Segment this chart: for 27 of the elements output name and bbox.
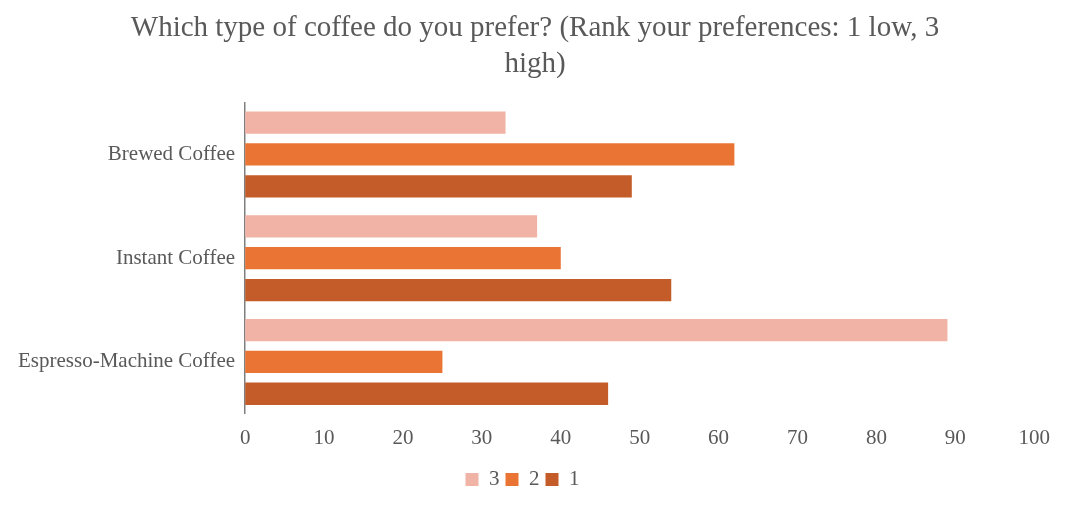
bar: [245, 278, 672, 302]
bar: [245, 143, 735, 166]
legend-label: 3: [489, 466, 500, 491]
legend-label: 1: [569, 466, 580, 491]
bar: [245, 215, 538, 238]
bar: [245, 247, 561, 270]
x-tick-label: 90: [944, 424, 966, 449]
x-tick-label: 80: [865, 424, 887, 449]
bar: [245, 111, 506, 134]
x-tick-label: 20: [392, 424, 414, 449]
chart-title: Which type of coffee do you prefer? (Rank your preferences: 1 low, 3 high): [129, 9, 941, 80]
x-tick-label: 50: [629, 424, 651, 449]
x-tick-label: 40: [550, 424, 572, 449]
x-tick-label: 60: [708, 424, 730, 449]
x-tick-label: 0: [239, 424, 251, 449]
y-tick-label: Brewed Coffee: [107, 140, 236, 165]
legend-label: 2: [529, 466, 540, 491]
x-tick-label: 30: [471, 424, 493, 449]
bar: [245, 350, 443, 374]
bar: [245, 382, 609, 405]
y-tick-label: Espresso-Machine Coffee: [17, 348, 236, 373]
bar: [245, 175, 632, 198]
bar: [245, 318, 948, 342]
x-tick-label: 10: [313, 424, 335, 449]
y-tick-label: Instant Coffee: [115, 244, 236, 269]
x-tick-label: 70: [787, 424, 809, 449]
x-tick-label: 100: [1018, 424, 1050, 449]
